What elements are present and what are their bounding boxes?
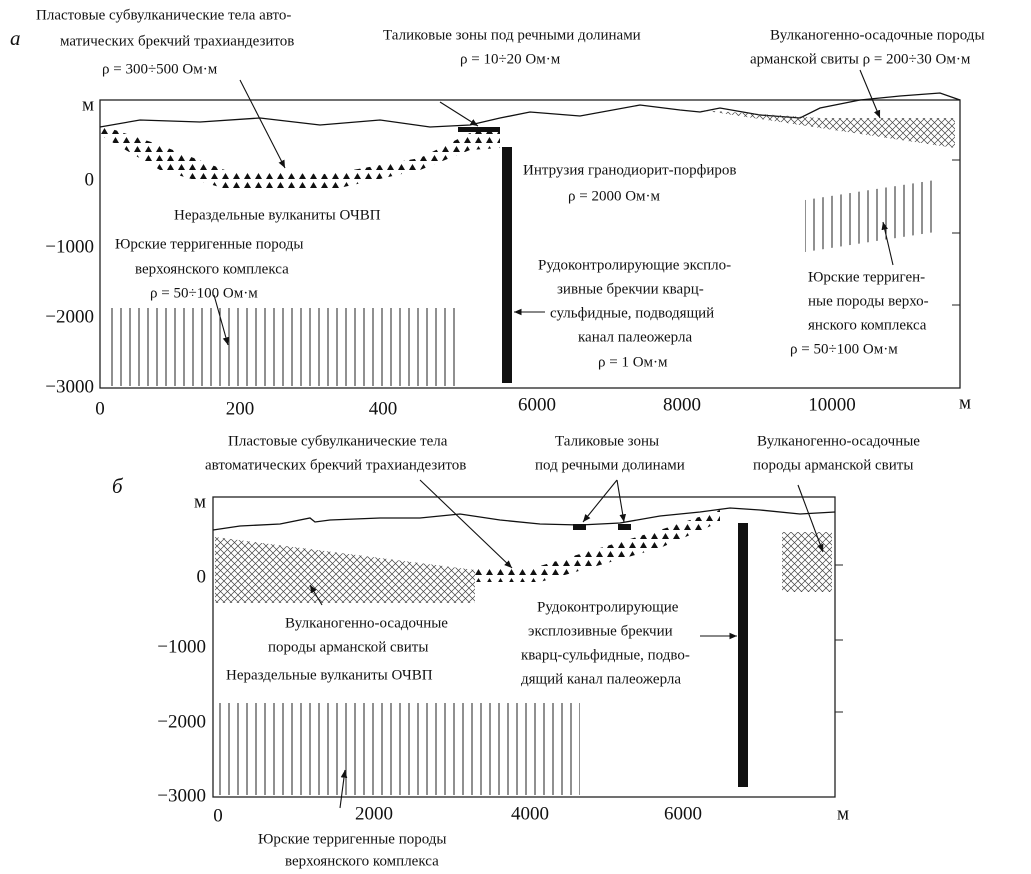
annotation: эксплозивные брекчии <box>528 623 673 639</box>
arrow <box>240 80 285 168</box>
x-tick-label: м <box>837 803 849 824</box>
arrow <box>440 102 478 126</box>
annotation: Юрские терригенные породы <box>115 236 304 252</box>
y-tick-label: −2000 <box>45 306 94 327</box>
y-tick-label: 0 <box>85 169 95 190</box>
x-tick-label: 0 <box>95 398 105 419</box>
annotation: Интрузия гранодиорит-порфиров <box>523 162 737 178</box>
annotation: Пластовые субвулканические тела авто- <box>36 7 291 23</box>
talik <box>573 524 586 530</box>
volcano-sediments <box>700 110 955 148</box>
annotation: канал палеожерла <box>578 329 692 345</box>
intrusion-channel <box>502 147 512 383</box>
annotation: породы арманской свиты <box>268 639 428 655</box>
annotation: Вулканогенно-осадочные <box>757 433 920 449</box>
annotation: Таликовые зоны <box>555 433 659 449</box>
x-tick-label: м <box>959 392 971 413</box>
y-tick-label: м <box>194 491 206 512</box>
annotation: Таликовые зоны под речными долинами <box>383 27 641 43</box>
x-tick-label: 400 <box>369 398 398 419</box>
jurassic-rocks <box>218 703 580 795</box>
x-tick-label: 6000 <box>664 803 702 824</box>
jurassic-rocks <box>105 308 457 386</box>
right-ticks <box>952 160 960 305</box>
arrow <box>617 480 624 522</box>
y-tick-label: −2000 <box>157 711 206 732</box>
annotation: Пластовые субвулканические тела <box>228 433 448 449</box>
annotation: сульфидные, подводящий <box>550 305 714 321</box>
y-tick-label: 0 <box>197 566 207 587</box>
annotation: Юрские терригенные породы <box>258 831 447 847</box>
annotation: ρ = 50÷100 Ом·м <box>150 285 258 301</box>
annotation: ρ = 50÷100 Ом·м <box>790 341 898 357</box>
x-tick-label: 2000 <box>355 803 393 824</box>
panel-b: б Пластовые субвулканические тела автома… <box>112 433 920 869</box>
annotation: янского комплекса <box>808 317 927 333</box>
talik <box>618 524 631 530</box>
y-tick-label: −1000 <box>157 636 206 657</box>
x-tick-label: 10000 <box>808 394 856 415</box>
annotation: ρ = 1 Ом·м <box>598 354 668 370</box>
annotation: Нераздельные вулканиты ОЧВП <box>174 207 381 223</box>
intrusion-channel <box>738 523 748 787</box>
annotation: верхоянского комплекса <box>135 261 289 277</box>
annotation: Рудоконтролирующие эксплo- <box>538 257 731 273</box>
y-tick-label: м <box>82 94 94 115</box>
annotation: Рудоконтролирующие <box>537 599 679 615</box>
annotation: верхоянского комплекса <box>285 853 439 869</box>
x-tick-label: 0 <box>213 805 223 826</box>
arrow <box>583 480 617 522</box>
annotation: ρ = 10÷20 Ом·м <box>460 51 561 67</box>
panel-a: а Пластовые субвулканические тела авто- … <box>10 7 985 419</box>
annotation: Вулканогенно-осадочные <box>285 615 448 631</box>
annotation: Вулканогенно-осадочные породы <box>770 27 985 43</box>
arrow <box>420 480 512 568</box>
annotation: под речными долинами <box>535 457 685 473</box>
breccia-bodies <box>100 125 500 190</box>
annotation: автоматических брекчий трахиандезитов <box>205 457 466 473</box>
annotation: арманской свиты ρ = 200÷30 Ом·м <box>750 51 971 67</box>
x-tick-label: 4000 <box>511 803 549 824</box>
annotation: ные породы верхо- <box>808 293 929 309</box>
annotation: Юрские терриген- <box>808 269 925 285</box>
x-tick-label: 6000 <box>518 394 556 415</box>
panel-label: б <box>112 474 124 498</box>
annotation: дящий канал палеожерла <box>521 671 681 687</box>
volcano-sediments <box>215 537 475 603</box>
panel-label: а <box>10 26 21 50</box>
annotation: кварц-сульфидные, подво- <box>521 647 690 663</box>
figure: а Пластовые субвулканические тела авто- … <box>0 0 1031 874</box>
y-tick-label: −1000 <box>45 236 94 257</box>
annotation: Нераздельные вулканиты ОЧВП <box>226 667 433 683</box>
y-tick-label: −3000 <box>157 785 206 806</box>
annotation: ρ = 2000 Ом·м <box>568 188 661 204</box>
talik <box>458 127 500 132</box>
arrow <box>860 70 880 118</box>
annotation: зивные брекчии кварц- <box>557 281 704 297</box>
annotation: породы арманской свиты <box>753 457 913 473</box>
x-tick-label: 200 <box>226 398 255 419</box>
annotation: матических брекчий трахиандезитов <box>60 33 294 49</box>
volcano-sediments <box>782 532 832 592</box>
right-ticks <box>835 565 843 712</box>
jurassic-rocks <box>805 180 935 252</box>
x-tick-label: 8000 <box>663 394 701 415</box>
annotation: ρ = 300÷500 Ом·м <box>102 61 218 77</box>
y-tick-label: −3000 <box>45 376 94 397</box>
